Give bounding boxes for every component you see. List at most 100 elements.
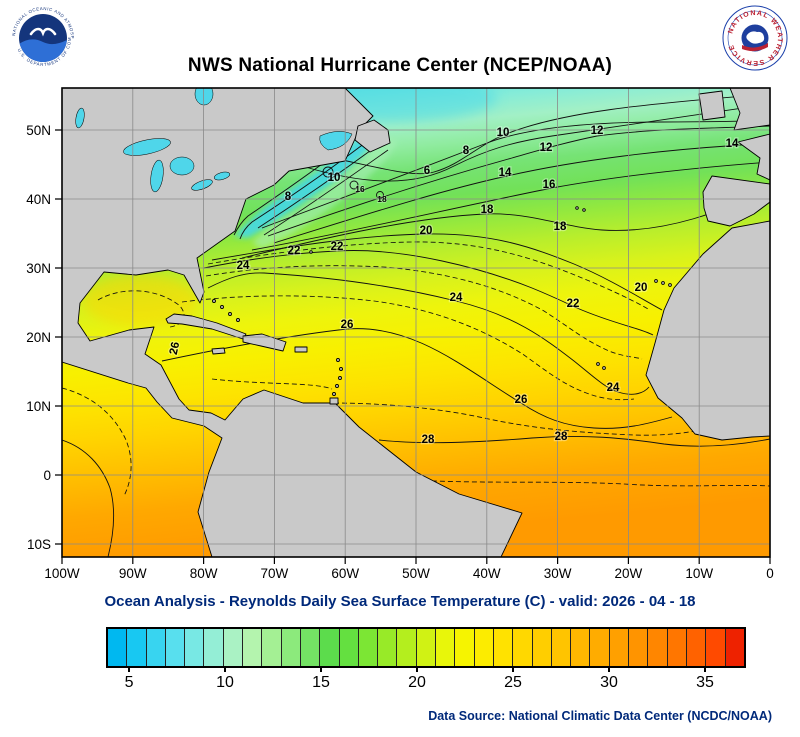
contour-label: 18 xyxy=(554,221,567,233)
colorbar-label: 10 xyxy=(216,674,234,691)
contour-line xyxy=(263,149,389,236)
land-jamaica xyxy=(211,347,226,355)
grid-lines xyxy=(62,88,770,557)
island-dot-azores xyxy=(582,208,586,212)
noaa-logo: NATIONAL OCEANIC AND ATMOSPHERIC ADMINIS… xyxy=(10,5,76,71)
island-dot-cape-verde xyxy=(596,362,600,366)
contour-label: 28 xyxy=(422,434,435,446)
lon-tick-label: 80W xyxy=(190,566,218,581)
colorbar-cell xyxy=(320,629,340,666)
noaa-ocean-wave xyxy=(19,39,67,62)
contour-line xyxy=(273,142,770,244)
island-dot-bermuda xyxy=(309,250,313,254)
contour-label: 12 xyxy=(591,125,604,137)
colorbar-cells xyxy=(108,629,744,666)
colorbar-cell xyxy=(397,629,417,666)
lon-axis: 100W 90W 80W 70W 60W 50W 40W 30W 20W 10W… xyxy=(44,566,773,581)
colorbar-label: 35 xyxy=(696,674,714,691)
colorbar-label: 30 xyxy=(600,674,618,691)
contour-line xyxy=(378,435,770,447)
colorbar-label: 25 xyxy=(504,674,522,691)
dashed-contour-line xyxy=(207,241,651,311)
colorbar-cell xyxy=(571,629,591,666)
colorbar-cell xyxy=(165,629,186,666)
contour-label: 26 xyxy=(168,341,182,356)
island-dot-azores xyxy=(575,206,579,210)
lon-tick-label: 70W xyxy=(261,566,289,581)
colorbar-cell xyxy=(262,629,282,666)
dashed-contour-line xyxy=(181,295,635,401)
land-britain xyxy=(729,88,770,131)
contour-label: 24 xyxy=(237,260,250,272)
noaa-gull-icon xyxy=(29,27,57,37)
lat-tick-label: 10S xyxy=(27,537,51,552)
colorbar-label: 20 xyxy=(408,674,426,691)
lat-tick-label: 10N xyxy=(26,399,51,414)
contour-label: 26 xyxy=(341,319,354,331)
island-dot xyxy=(336,358,340,362)
colorbar-cell xyxy=(513,629,533,666)
island-dot-bahamas xyxy=(212,299,216,303)
contour-label: 14 xyxy=(726,138,739,150)
lon-tick-label: 10W xyxy=(685,566,713,581)
contour-label: 16 xyxy=(543,179,556,191)
contour-label: 20 xyxy=(420,225,433,237)
colorbar-cell xyxy=(493,629,514,666)
contour-label: 14 xyxy=(499,167,512,179)
dashed-contour-line xyxy=(211,378,333,390)
colorbar-cell xyxy=(667,629,687,666)
island-dot-canaries xyxy=(661,281,665,285)
eddy-contour xyxy=(376,191,384,199)
colorbar-cell xyxy=(609,629,630,666)
colorbar-cell xyxy=(551,629,572,666)
warm-gulf-of-mexico xyxy=(82,274,198,326)
contour-label: 26 xyxy=(515,394,528,406)
colorbar-label: 15 xyxy=(312,674,330,691)
land-hispaniola xyxy=(242,333,287,352)
land-france xyxy=(737,133,770,181)
colorbar-cell xyxy=(300,629,321,666)
land-newfoundland xyxy=(354,119,391,153)
colorbar-cell xyxy=(706,629,726,666)
colorbar-tick xyxy=(608,666,611,672)
map-caption: Ocean Analysis - Reynolds Daily Sea Surf… xyxy=(104,593,696,610)
land-iberia xyxy=(702,175,770,227)
colorbar-tick xyxy=(416,666,419,672)
lake-michigan xyxy=(150,159,164,193)
lat-axis: 50N 40N 30N 20N 10N 0 10S xyxy=(26,123,51,552)
lon-tick-label: 30W xyxy=(544,566,572,581)
nws-red-swoosh-icon xyxy=(742,43,768,52)
colorbar-tick xyxy=(128,666,131,672)
land-masses xyxy=(62,88,770,557)
dashed-contour-line xyxy=(205,265,643,360)
contour-line xyxy=(313,93,770,175)
contour-label: 24 xyxy=(607,382,620,394)
contour-lines xyxy=(62,93,770,557)
dashed-contour-line xyxy=(261,402,703,436)
contour-value-labels: 10 12 12 8 14 14 16 6 10 8 18 18 20 20 2… xyxy=(167,124,741,448)
colorbar-labels: 5 10 15 20 25 30 35 xyxy=(106,666,746,694)
island-dot-cape-verde xyxy=(602,366,606,370)
island-dot xyxy=(339,367,343,371)
lat-tick-label: 0 xyxy=(43,468,51,483)
colorbar-tick xyxy=(320,666,323,672)
colorbar-cell xyxy=(339,629,359,666)
lake-huron xyxy=(169,156,195,176)
colorbar-cell xyxy=(146,629,166,666)
contour-label: 10 xyxy=(328,172,341,184)
colorbar-tick xyxy=(512,666,515,672)
land-ireland xyxy=(698,90,726,121)
lat-tick-label: 50N xyxy=(26,123,51,138)
contour-label: 8 xyxy=(463,145,470,157)
nws-continent-icon xyxy=(746,31,765,44)
eddy-contour xyxy=(322,166,334,178)
lon-tick-label: 0 xyxy=(766,566,774,581)
nws-logo: NATIONAL WEATHER SERVICE xyxy=(722,5,788,71)
land-puerto-rico xyxy=(294,346,308,353)
island-dot-bahamas xyxy=(220,305,224,309)
contour-label: 8 xyxy=(285,191,292,203)
contour-line xyxy=(203,250,654,336)
island-dot-bahamas xyxy=(236,318,240,322)
lon-tick-label: 90W xyxy=(119,566,147,581)
island-dot-canaries xyxy=(654,279,658,283)
